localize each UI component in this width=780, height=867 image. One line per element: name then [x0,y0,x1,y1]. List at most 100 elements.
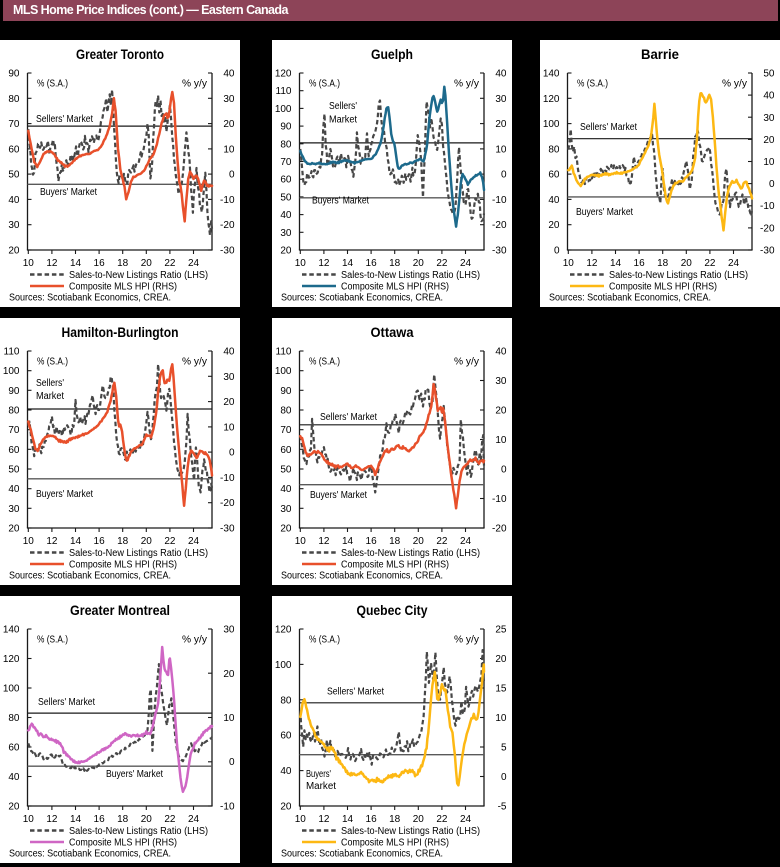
svg-text:10: 10 [23,258,35,269]
svg-text:Market: Market [306,781,336,792]
svg-text:10: 10 [563,258,575,269]
svg-text:14: 14 [70,258,82,269]
svg-text:16: 16 [366,258,378,269]
svg-text:10: 10 [223,422,235,433]
svg-text:12: 12 [586,258,598,269]
svg-text:120: 120 [275,625,292,636]
svg-text:Buyers': Buyers' [306,769,331,780]
svg-text:60: 60 [8,144,20,155]
svg-text:Sales-to-New Listings Ratio (L: Sales-to-New Listings Ratio (LHS) [341,826,480,837]
svg-text:20: 20 [8,802,20,813]
svg-text:Buyers' Market: Buyers' Market [576,207,633,218]
svg-text:120: 120 [3,654,20,665]
svg-text:10: 10 [763,157,775,168]
svg-text:Sellers' Market: Sellers' Market [320,412,377,423]
svg-text:18: 18 [389,814,401,825]
svg-text:18: 18 [117,814,129,825]
svg-text:70: 70 [280,425,292,436]
svg-text:12: 12 [318,536,330,547]
svg-text:60: 60 [280,445,292,456]
svg-text:-20: -20 [220,498,235,509]
svg-text:0: 0 [501,465,507,476]
svg-text:30: 30 [8,220,20,231]
svg-text:-10: -10 [492,494,507,505]
svg-text:140: 140 [543,69,560,80]
svg-text:% (S.A.): % (S.A.) [309,79,340,90]
svg-text:0: 0 [229,170,235,181]
svg-text:20: 20 [548,220,560,231]
svg-text:Sales-to-New Listings Ratio (L: Sales-to-New Listings Ratio (LHS) [69,548,208,559]
svg-text:% (S.A.): % (S.A.) [37,79,68,90]
svg-text:100: 100 [275,660,292,671]
svg-text:Market: Market [329,115,357,126]
svg-text:Sales-to-New Listings Ratio (L: Sales-to-New Listings Ratio (LHS) [609,270,748,281]
svg-text:70: 70 [280,157,292,168]
svg-text:Buyers' Market: Buyers' Market [40,187,97,198]
svg-text:16: 16 [94,258,106,269]
svg-text:Composite MLS HPI (RHS): Composite MLS HPI (RHS) [341,838,449,849]
svg-text:10: 10 [495,713,507,724]
svg-text:40: 40 [280,484,292,495]
svg-text:24: 24 [188,814,200,825]
svg-text:20: 20 [413,536,425,547]
svg-text:Guelph: Guelph [371,47,413,62]
svg-text:110: 110 [4,347,20,358]
svg-text:20: 20 [223,397,235,408]
svg-text:-5: -5 [498,802,507,813]
svg-text:Sources: Scotiabank Economics,: Sources: Scotiabank Economics, CREA. [9,570,171,582]
svg-text:140: 140 [3,625,20,636]
svg-text:16: 16 [634,258,646,269]
svg-text:Sales-to-New Listings Ratio (L: Sales-to-New Listings Ratio (LHS) [69,270,208,281]
svg-text:14: 14 [70,814,82,825]
svg-text:% (S.A.): % (S.A.) [309,357,340,368]
svg-text:Composite MLS HPI (RHS): Composite MLS HPI (RHS) [69,560,177,571]
svg-text:16: 16 [94,814,106,825]
svg-text:-20: -20 [492,220,507,231]
svg-text:-10: -10 [492,195,507,206]
svg-text:20: 20 [280,524,292,535]
svg-text:20: 20 [8,246,20,257]
svg-text:20: 20 [280,246,292,257]
svg-text:30: 30 [223,94,235,105]
svg-text:22: 22 [164,814,176,825]
svg-text:Sources: Scotiabank Economics,: Sources: Scotiabank Economics, CREA. [281,848,443,860]
svg-text:20: 20 [141,536,153,547]
svg-text:10: 10 [23,536,35,547]
svg-text:16: 16 [94,536,106,547]
svg-text:100: 100 [3,684,20,695]
svg-text:22: 22 [164,536,176,547]
svg-text:-20: -20 [760,223,775,234]
svg-text:80: 80 [8,713,20,724]
svg-text:12: 12 [46,536,58,547]
svg-text:0: 0 [229,757,235,768]
svg-text:20: 20 [413,258,425,269]
svg-text:10: 10 [295,536,307,547]
svg-text:50: 50 [763,69,775,80]
svg-text:12: 12 [46,814,58,825]
svg-text:-10: -10 [220,195,235,206]
svg-text:60: 60 [280,175,292,186]
svg-text:0: 0 [501,772,507,783]
svg-text:30: 30 [763,113,775,124]
svg-text:110: 110 [276,86,292,97]
svg-text:-30: -30 [760,246,775,257]
svg-text:40: 40 [223,347,235,358]
svg-text:Sellers' Market: Sellers' Market [38,697,95,708]
svg-text:Sources: Scotiabank Economics,: Sources: Scotiabank Economics, CREA. [549,292,711,304]
svg-text:60: 60 [280,731,292,742]
svg-text:22: 22 [704,258,716,269]
svg-text:Sellers' Market: Sellers' Market [580,122,637,133]
svg-text:Sources: Scotiabank Economics,: Sources: Scotiabank Economics, CREA. [9,848,171,860]
svg-text:25: 25 [495,625,507,636]
svg-text:20: 20 [141,258,153,269]
svg-text:20: 20 [8,524,20,535]
svg-text:40: 40 [763,91,775,102]
svg-text:40: 40 [495,347,507,358]
svg-text:Sources: Scotiabank Economics,: Sources: Scotiabank Economics, CREA. [281,292,443,304]
svg-text:Barrie: Barrie [641,47,679,62]
svg-text:80: 80 [280,139,292,150]
svg-text:% y/y: % y/y [454,357,479,368]
svg-text:Sales-to-New Listings Ratio (L: Sales-to-New Listings Ratio (LHS) [69,826,208,837]
svg-text:30: 30 [280,504,292,515]
svg-text:18: 18 [389,258,401,269]
